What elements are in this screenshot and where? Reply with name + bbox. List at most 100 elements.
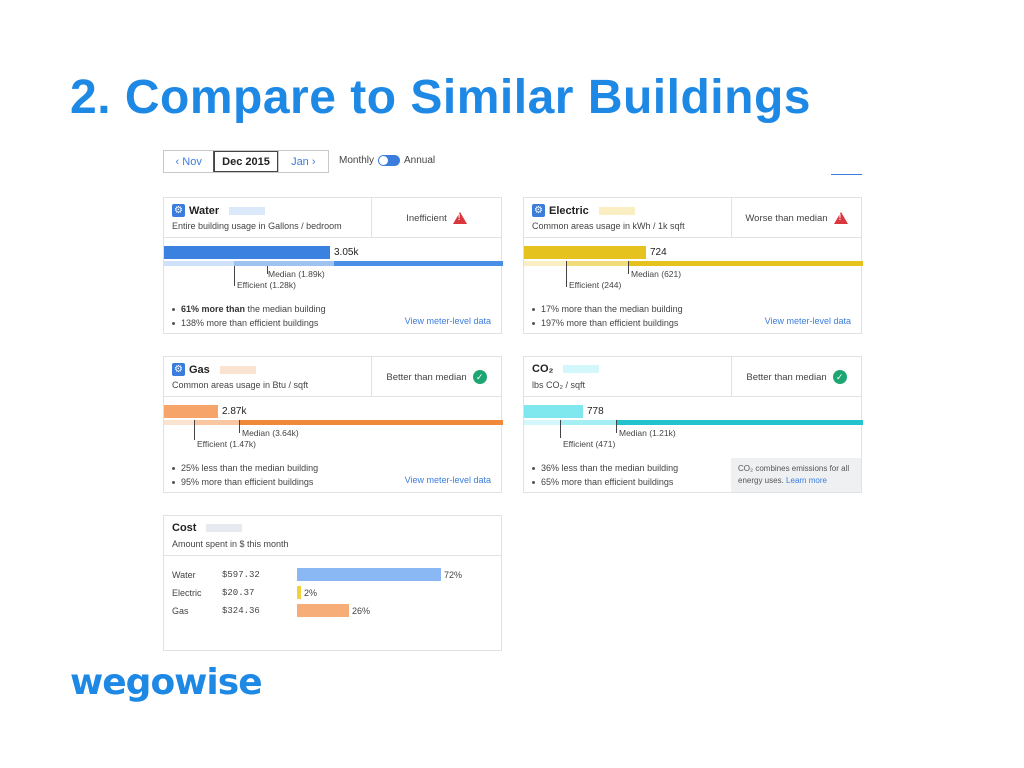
prev-period-button[interactable]: ‹ Nov: [175, 155, 202, 168]
electric-card: ⚙ Electric Common areas usage in kWh / 1…: [523, 197, 863, 334]
cost-percent: 72%: [444, 569, 463, 580]
period-mode-toggle: Monthly Annual: [339, 155, 435, 166]
card-subtitle: Amount spent in $ this month: [172, 539, 289, 549]
usage-value: 2.87k: [222, 406, 247, 417]
card-subtitle: Common areas usage in Btu / sqft: [172, 380, 309, 390]
efficient-label: Efficient (1.28k): [237, 280, 296, 290]
cost-percent: 2%: [304, 587, 318, 598]
gas-card: ⚙ Gas Common areas usage in Btu / sqft B…: [163, 356, 503, 493]
usage-bar: [524, 405, 583, 418]
card-header: Cost Amount spent in $ this month: [164, 516, 501, 556]
sparkline: [229, 206, 266, 215]
bullet-item: 197% more than efficient buildings: [532, 316, 683, 330]
cost-label: Electric: [172, 587, 202, 598]
cost-row: Gas $324.36 26%: [172, 604, 370, 617]
wegowise-logo: wegowise: [70, 662, 263, 703]
co2-info-note: CO₂ combines emissions for all energy us…: [731, 458, 861, 492]
comparison-scale: [164, 261, 503, 266]
bullet-item: 25% less than the median building: [172, 461, 318, 475]
status-text: Better than median: [386, 371, 467, 383]
usage-bar: [164, 405, 218, 418]
monthly-annual-switch[interactable]: [378, 155, 401, 166]
sparkline: [598, 206, 635, 215]
median-marker: [239, 420, 240, 433]
median-label: Median (1.89k): [268, 269, 325, 279]
bullet-item: 138% more than efficient buildings: [172, 316, 326, 330]
card-subtitle: Common areas usage in kWh / 1k sqft: [532, 221, 685, 231]
status-cell: Worse than median: [731, 198, 861, 238]
check-icon: ✓: [472, 370, 487, 384]
card-title: Gas: [189, 363, 210, 376]
card-subtitle: Entire building usage in Gallons / bedro…: [172, 221, 342, 231]
usage-value: 778: [587, 406, 604, 417]
warning-icon: [833, 212, 848, 224]
card-header: ⚙ Electric Common areas usage in kWh / 1…: [524, 198, 861, 238]
bullet-item: 36% less than the median building: [532, 461, 678, 475]
learn-more-link[interactable]: Learn more: [786, 476, 827, 485]
cost-row: Water $597.32 72%: [172, 568, 462, 581]
current-period-label: Dec 2015: [213, 151, 279, 172]
gear-icon[interactable]: ⚙: [532, 204, 545, 217]
bullet-list: 25% less than the median building 95% mo…: [172, 461, 318, 489]
warning-icon: [452, 212, 467, 224]
cost-amount: $597.32: [222, 569, 260, 580]
median-marker: [616, 420, 617, 433]
cost-row: Electric $20.37 2%: [172, 586, 317, 599]
cost-label: Gas: [172, 605, 189, 616]
efficient-label: Efficient (244): [569, 280, 622, 290]
median-label: Median (621): [631, 269, 682, 279]
card-title: CO₂: [532, 363, 554, 375]
water-card: ⚙ Water Entire building usage in Gallons…: [163, 197, 503, 334]
efficient-marker: [234, 266, 235, 286]
status-text: Better than median: [746, 371, 827, 383]
card-title: Electric: [549, 204, 589, 217]
status-cell: Better than median ✓: [731, 357, 861, 397]
status-text: Inefficient: [406, 212, 447, 224]
card-header: ⚙ Gas Common areas usage in Btu / sqft B…: [164, 357, 501, 397]
bullet-item: 65% more than efficient buildings: [532, 475, 678, 489]
view-meter-data-link[interactable]: View meter-level data: [764, 316, 851, 326]
median-marker: [267, 266, 268, 274]
efficient-label: Efficient (471): [563, 439, 616, 449]
divider: [831, 174, 862, 175]
check-icon: ✓: [832, 370, 847, 384]
usage-bar: [524, 246, 646, 259]
efficient-marker: [566, 261, 567, 287]
cost-percent: 26%: [352, 605, 371, 616]
median-label: Median (3.64k): [242, 428, 299, 438]
bullet-list: 36% less than the median building 65% mo…: [532, 461, 678, 489]
status-text: Worse than median: [745, 212, 828, 224]
sparkline: [563, 365, 600, 373]
cost-card: Cost Amount spent in $ this month Water $…: [163, 515, 502, 651]
comparison-scale: [164, 420, 503, 425]
cost-bar: [297, 568, 441, 581]
monthly-label: Monthly: [339, 155, 375, 166]
card-title: Cost: [172, 522, 197, 534]
next-period-button[interactable]: Jan ›: [291, 155, 316, 168]
efficient-marker: [560, 420, 561, 438]
period-navigator: ‹ Nov Dec 2015 Jan ›: [163, 150, 329, 173]
median-label: Median (1.21k): [619, 428, 676, 438]
card-subtitle: lbs CO₂ / sqft: [532, 380, 586, 390]
gear-icon[interactable]: ⚙: [172, 363, 185, 376]
bullet-item: 17% more than the median building: [532, 302, 683, 316]
bullet-item: 61% more than the median building: [172, 302, 326, 316]
cost-amount: $324.36: [222, 605, 260, 616]
view-meter-data-link[interactable]: View meter-level data: [404, 475, 491, 485]
gear-icon[interactable]: ⚙: [172, 204, 185, 217]
bullet-list: 61% more than the median building 138% m…: [172, 302, 326, 330]
comparison-scale: [524, 420, 863, 425]
cost-label: Water: [172, 569, 196, 580]
efficient-marker: [194, 420, 195, 440]
view-meter-data-link[interactable]: View meter-level data: [404, 316, 491, 326]
co2-card: CO₂ lbs CO₂ / sqft Better than median ✓ …: [523, 356, 863, 493]
cost-amount: $20.37: [222, 587, 255, 598]
sparkline: [219, 365, 256, 374]
efficient-label: Efficient (1.47k): [197, 439, 256, 449]
cost-bar: [297, 586, 301, 599]
bullet-list: 17% more than the median building 197% m…: [532, 302, 683, 330]
card-header: CO₂ lbs CO₂ / sqft Better than median ✓: [524, 357, 861, 397]
annual-label: Annual: [404, 155, 436, 166]
comparison-scale: [524, 261, 863, 266]
card-title: Water: [189, 204, 220, 217]
